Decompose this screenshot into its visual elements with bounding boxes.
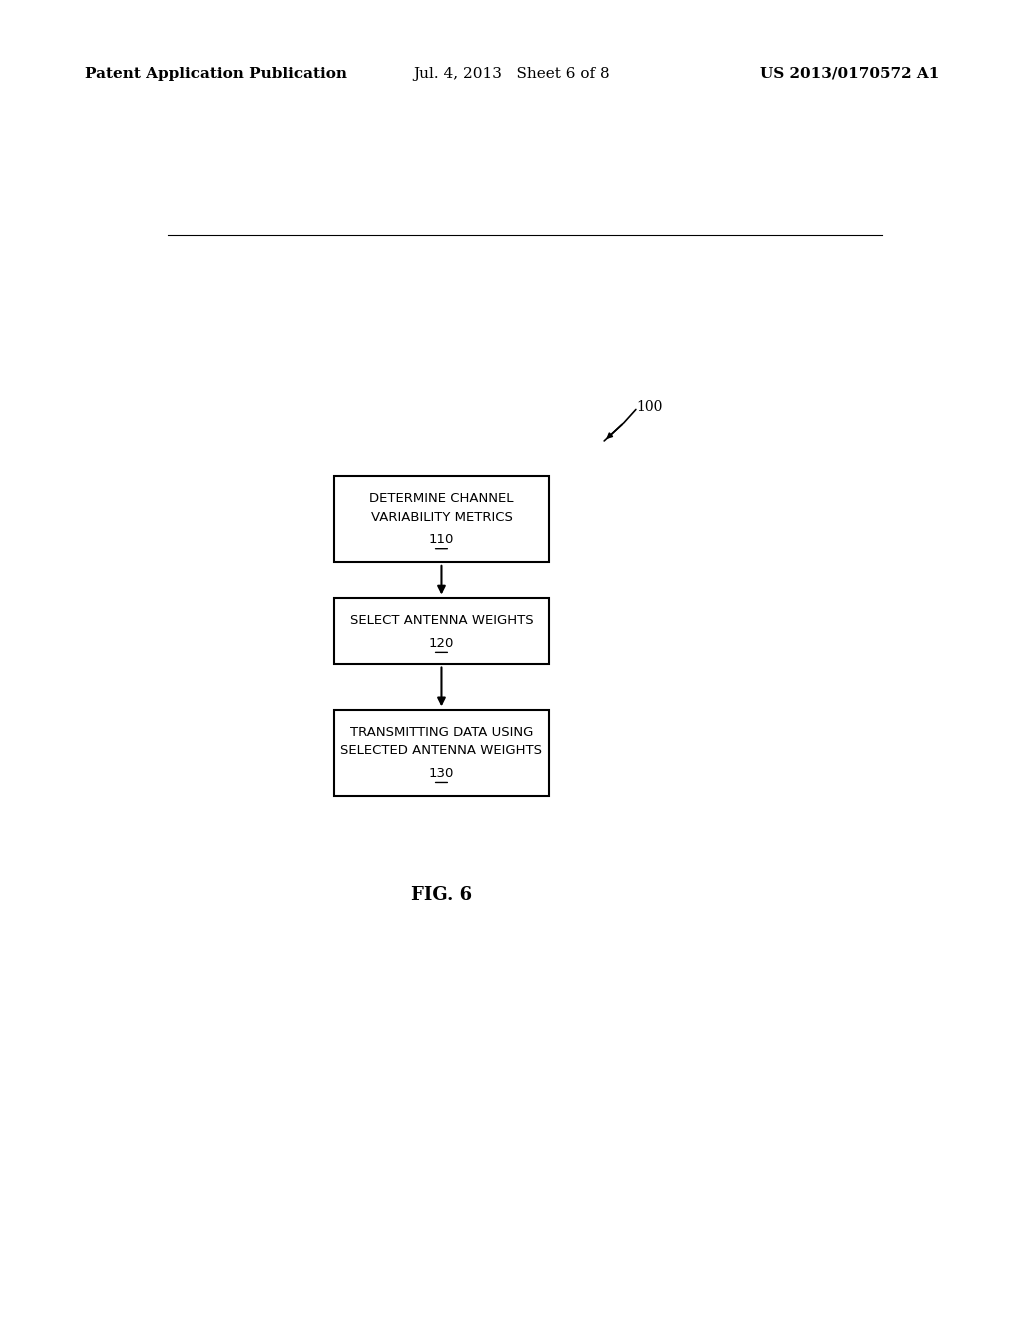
Text: VARIABILITY METRICS: VARIABILITY METRICS (371, 511, 512, 524)
Text: FIG. 6: FIG. 6 (411, 886, 472, 904)
Text: 130: 130 (429, 767, 455, 780)
Text: 120: 120 (429, 636, 455, 649)
FancyBboxPatch shape (334, 598, 549, 664)
Text: US 2013/0170572 A1: US 2013/0170572 A1 (760, 67, 939, 81)
Text: SELECT ANTENNA WEIGHTS: SELECT ANTENNA WEIGHTS (349, 614, 534, 627)
FancyBboxPatch shape (334, 477, 549, 562)
FancyBboxPatch shape (334, 710, 549, 796)
Text: DETERMINE CHANNEL: DETERMINE CHANNEL (370, 492, 514, 506)
Text: Patent Application Publication: Patent Application Publication (85, 67, 347, 81)
Text: SELECTED ANTENNA WEIGHTS: SELECTED ANTENNA WEIGHTS (340, 744, 543, 758)
Text: Jul. 4, 2013   Sheet 6 of 8: Jul. 4, 2013 Sheet 6 of 8 (414, 67, 610, 81)
Text: TRANSMITTING DATA USING: TRANSMITTING DATA USING (350, 726, 534, 739)
Text: 100: 100 (636, 400, 663, 414)
Text: 110: 110 (429, 533, 455, 546)
